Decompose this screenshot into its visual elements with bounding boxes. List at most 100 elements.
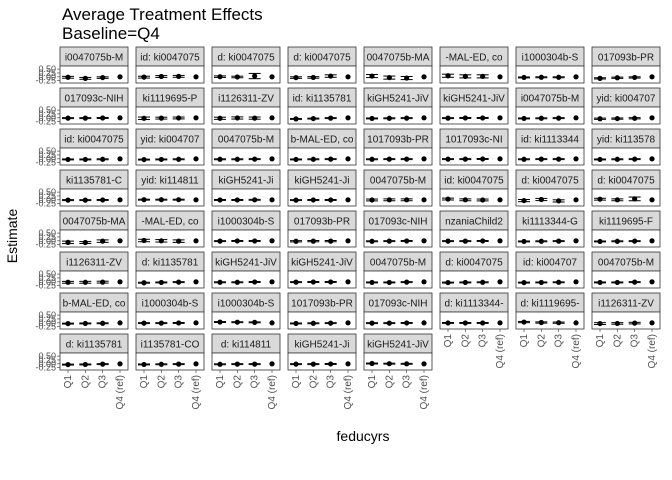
x-tick-label: Q1 [595, 334, 606, 348]
data-point [65, 115, 71, 121]
facet-strip-label: 0047075b-MA [367, 53, 430, 64]
facet-panel: i0047075b-M [515, 87, 585, 125]
facet-panel: i1126311-ZV [211, 87, 281, 125]
panel-frame [59, 188, 129, 207]
data-point [269, 320, 275, 326]
facet-strip-label: yid: ki114811 [141, 176, 199, 187]
facet-strip-label: i1135781-CO [141, 340, 200, 351]
data-point [345, 197, 351, 203]
data-point [141, 320, 147, 326]
data-point [193, 361, 199, 367]
data-point [521, 156, 527, 162]
data-point [345, 238, 351, 244]
x-tick-label: Q3 [402, 375, 413, 389]
data-point [480, 279, 486, 285]
y-tick-label: 0.25 [38, 273, 56, 283]
data-point [293, 197, 299, 203]
data-point [234, 156, 240, 162]
data-point [421, 279, 427, 285]
y-tick-label: 0.00 [38, 154, 56, 164]
data-point [421, 115, 427, 121]
facet-panel: d: ki0047075 [439, 251, 509, 289]
data-point [521, 238, 527, 245]
data-point [556, 156, 562, 162]
facet-panel: d: ki1135781 0.500.250.00-0.25 Q1 Q2 Q3 Q4 (r… [35, 333, 129, 409]
facet-panel: 0047075b-MA [363, 46, 433, 84]
x-tick-label: Q1 [443, 334, 454, 348]
data-point [234, 319, 240, 325]
facet-strip-label: d: ki1135781 [66, 340, 123, 351]
data-point [310, 74, 316, 81]
data-point [421, 361, 427, 367]
data-point [421, 197, 427, 203]
facet-panel: 0047075b-M [363, 169, 433, 207]
x-tick-label: Q1 [215, 375, 226, 389]
facet-strip-label: d: ki0047075 [597, 176, 655, 187]
data-point [538, 238, 544, 244]
panel-frame [211, 352, 281, 371]
data-point [386, 115, 392, 121]
data-point [480, 156, 486, 162]
facet-strip-label: i1000304b-S [522, 53, 579, 64]
facet-panel: d: ki0047075 [515, 169, 585, 207]
y-tick-label: 0.25 [38, 68, 56, 78]
facet-strip-label: ki1119695-F [599, 217, 653, 228]
facet-strip-label: d: ki1119695- [520, 299, 579, 310]
data-point [100, 361, 106, 367]
data-point [386, 156, 392, 162]
facet-strip-label: kiGH5241-JiV [291, 258, 353, 269]
panel-frame [363, 352, 433, 371]
facet-strip-label: d: ki0047075 [217, 53, 275, 64]
panel-frame [135, 311, 205, 330]
data-point [269, 361, 275, 367]
data-point [462, 115, 468, 121]
panel-frame [287, 352, 357, 371]
y-tick-label: -0.25 [35, 199, 56, 209]
data-point [193, 279, 199, 285]
data-point [252, 319, 258, 325]
data-point [369, 197, 375, 203]
panel-frame [135, 229, 205, 248]
data-point [65, 74, 71, 80]
facet-panel: nzaniaChild2 [439, 210, 509, 248]
facet-panel: kiGH5241-JiV [439, 87, 509, 125]
data-point [269, 74, 275, 80]
panel-frame [439, 229, 509, 248]
data-point [158, 197, 164, 203]
data-point [158, 156, 164, 163]
data-point [404, 115, 410, 121]
panel-frame [591, 106, 661, 125]
facet-strip-label: d: ki0047075 [293, 53, 351, 64]
data-point [345, 279, 351, 285]
facet-strip-label: d: ki0047075 [521, 176, 579, 187]
panel-frame [59, 229, 129, 248]
data-point [234, 238, 240, 244]
panel-frame [363, 65, 433, 84]
data-point [217, 361, 223, 367]
panel-frame [135, 65, 205, 84]
data-point [328, 361, 334, 367]
chart-title: Average Treatment Effects [62, 5, 263, 24]
data-point [65, 156, 71, 163]
data-point [293, 116, 299, 122]
data-point [480, 73, 486, 79]
panel-frame [515, 311, 585, 330]
data-point [141, 74, 147, 80]
y-tick-label: 0.50 [38, 105, 56, 115]
data-point [480, 197, 486, 203]
panel-frame [211, 229, 281, 248]
data-point [328, 320, 334, 326]
y-tick-label: 0.25 [38, 355, 56, 365]
facet-strip-label: kiGH5241-JiV [367, 340, 429, 351]
facet-panel: ki1119695-P [135, 87, 205, 125]
panel-frame [287, 106, 357, 125]
panel-frame [515, 147, 585, 166]
facet-strip-label: kiGH5241-JiV [443, 94, 505, 105]
data-point [538, 196, 544, 203]
y-tick-label: -0.25 [35, 363, 56, 373]
data-point [649, 279, 655, 285]
data-point [573, 115, 579, 121]
data-point [421, 320, 427, 326]
data-point [141, 361, 147, 368]
